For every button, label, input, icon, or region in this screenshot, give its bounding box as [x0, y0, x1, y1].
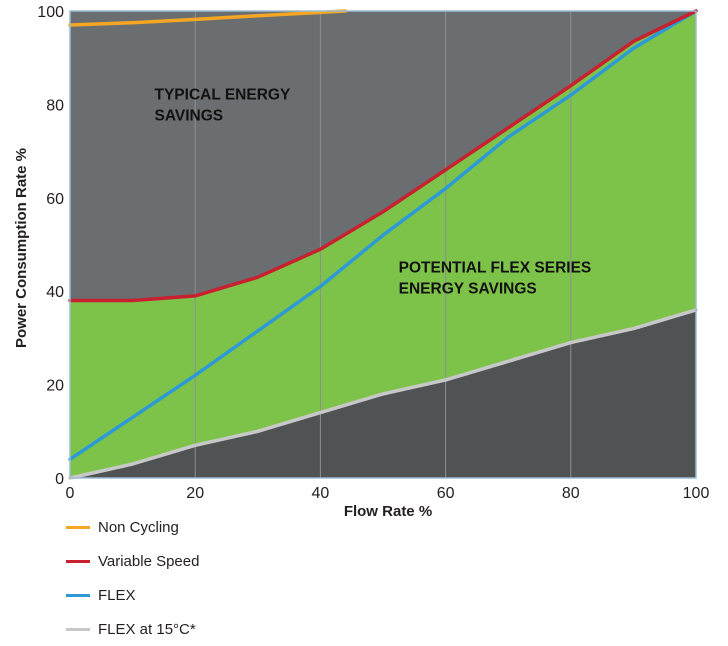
- x-tick-label: 80: [562, 485, 580, 502]
- x-tick-label: 40: [312, 485, 330, 502]
- y-tick-label: 60: [46, 191, 64, 208]
- y-axis-title: Power Consumption Rate %: [13, 148, 30, 348]
- x-tick-label: 0: [66, 485, 75, 502]
- series-line-variable-speed: [68, 9, 698, 303]
- legend-swatch: [66, 525, 90, 529]
- axis-ticks: 0 20 40 60 80 100 0 20 40 60 80 100: [37, 4, 709, 502]
- legend: Non Cycling Variable Speed FLEX FLEX at 15°…: [66, 510, 199, 646]
- annotations: TYPICAL ENERGY SAVINGS POTENTIAL FLEX SERI…: [155, 87, 592, 298]
- annotation-typical-savings: TYPICAL ENERGY SAVINGS: [155, 87, 291, 125]
- annotation-flex-savings: POTENTIAL FLEX SERIES ENERGY SAVINGS: [399, 260, 592, 298]
- legend-label: FLEX at 15°C*: [98, 620, 196, 638]
- y-tick-label: 40: [46, 284, 64, 301]
- plot-area: [68, 9, 698, 480]
- legend-label: Variable Speed: [98, 552, 200, 570]
- y-tick-label: 80: [46, 97, 64, 114]
- series-line-flex: [68, 9, 698, 462]
- legend-item: FLEX: [66, 578, 199, 612]
- x-tick-label: 60: [437, 485, 455, 502]
- y-tick-label: 0: [55, 471, 64, 488]
- legend-swatch: [66, 593, 90, 597]
- series-line-non-cycling: [68, 9, 348, 27]
- series-line-flex-at-15-c-: [68, 308, 698, 480]
- legend-swatch: [66, 559, 90, 563]
- plot-frame: [69, 10, 697, 479]
- y-tick-label: 20: [46, 378, 64, 395]
- legend-item: FLEX at 15°C*: [66, 612, 199, 646]
- legend-label: Non Cycling: [98, 518, 179, 536]
- x-axis-title: Flow Rate %: [344, 503, 432, 520]
- y-tick-label: 100: [37, 4, 64, 21]
- x-tick-label: 20: [186, 485, 204, 502]
- legend-item: Variable Speed: [66, 544, 199, 578]
- legend-label: FLEX: [98, 586, 136, 604]
- legend-item: Non Cycling: [66, 510, 199, 544]
- legend-swatch: [66, 627, 90, 631]
- x-tick-label: 100: [683, 485, 710, 502]
